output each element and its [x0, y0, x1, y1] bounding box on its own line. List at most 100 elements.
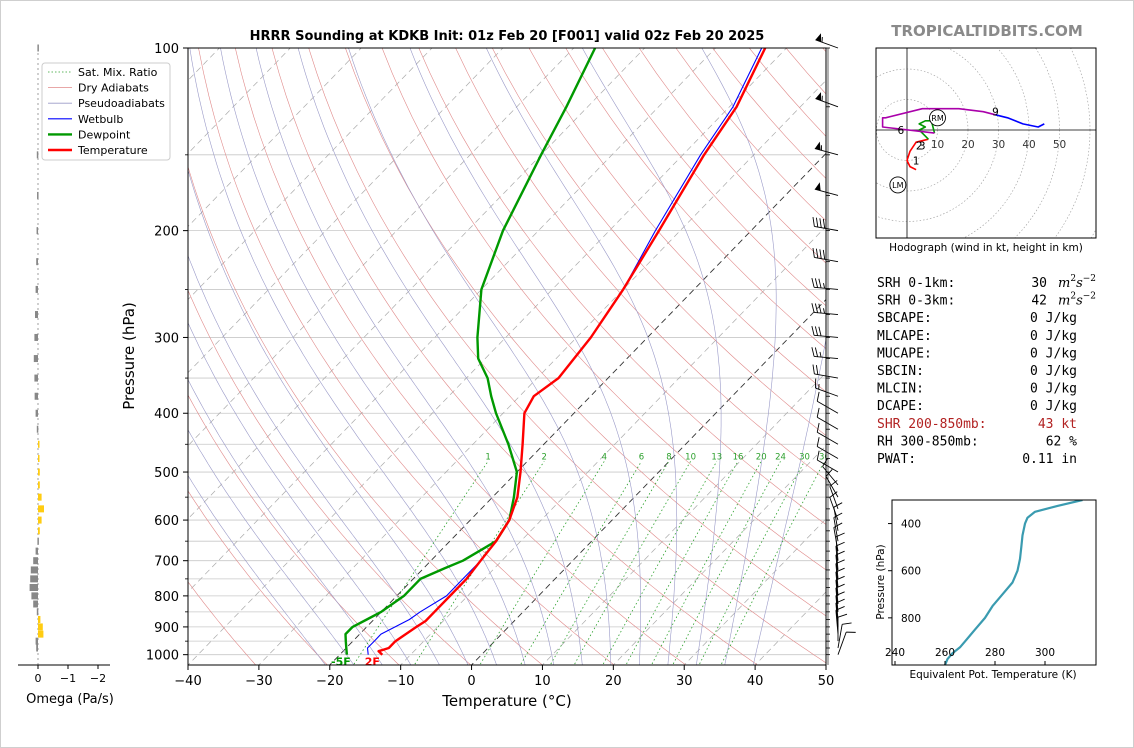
dry-adiabat — [198, 48, 615, 665]
barb-pennant — [815, 33, 822, 42]
pseudoadiabat — [188, 429, 355, 665]
barb-staff — [835, 536, 839, 561]
barb-flag — [811, 347, 815, 357]
wind-barb — [814, 378, 839, 397]
barb-half — [823, 308, 825, 314]
dry-adiabat — [188, 490, 328, 665]
barb-flag — [835, 606, 845, 611]
dry-adiabat — [188, 581, 257, 665]
wind-barb — [816, 450, 839, 473]
barb-half — [821, 36, 823, 43]
barb-flag — [816, 437, 820, 447]
wind-barb — [815, 92, 839, 108]
y-tick-label: 900 — [154, 621, 179, 636]
omega-bar — [35, 547, 38, 555]
barb-pennant — [814, 182, 821, 191]
legend-entry: Sat. Mix. Ratio — [78, 66, 158, 79]
pseudoadiabat — [486, 48, 678, 665]
skewt-frame — [187, 47, 827, 666]
stat-label: MLCAPE: — [877, 329, 932, 344]
theta-e-panel: 240 260 280 300 400 600 800 Equivalent Pot. Te… — [875, 499, 1097, 681]
omega-bar — [38, 516, 42, 524]
omega-bar — [38, 527, 40, 535]
barb-staff — [816, 431, 839, 445]
mixing-ratio-line — [413, 461, 545, 665]
omega-bar — [36, 425, 39, 433]
mixing-ratio-label: 30 — [799, 452, 810, 462]
barb-staff — [829, 486, 839, 510]
stat-unit-mid: s — [1076, 276, 1083, 291]
wind-barb — [835, 532, 845, 561]
mixing-ratio-line — [651, 461, 762, 665]
theta-e-y-tick-label: 800 — [901, 613, 921, 625]
mixing-ratio-label: 10 — [685, 452, 696, 462]
pseudoadiabat — [752, 337, 826, 665]
hodograph-segment — [906, 138, 929, 171]
stat-label: DCAPE: — [877, 399, 924, 414]
mixing-ratio-line — [720, 461, 825, 665]
omega-axis-label: Omega (Pa/s) — [26, 692, 114, 707]
dry-adiabat — [381, 48, 826, 571]
rm-marker — [929, 109, 946, 127]
barb-flag — [835, 575, 845, 581]
barb-flag — [835, 583, 845, 589]
hodograph-height-label: 2 — [916, 140, 923, 152]
hodograph-ring-label: 50 — [1053, 139, 1066, 151]
dewpoint-line — [344, 48, 597, 655]
mixing-ratio-line — [698, 461, 805, 665]
barb-staff — [835, 545, 839, 570]
legend-box — [41, 62, 171, 161]
mixing-ratio-label: 13 — [711, 452, 722, 462]
legend-entry: Dewpoint — [78, 128, 131, 141]
hodograph-ring-label: 30 — [992, 139, 1005, 151]
isotherm — [612, 445, 826, 665]
stat-label: RH 300-850mb: — [877, 434, 979, 449]
pseudoadiabat — [582, 48, 722, 665]
stat-label: SRH 0-1km: — [877, 276, 955, 291]
barb-flag — [822, 249, 826, 260]
omega-bar — [38, 481, 40, 489]
mixing-ratio-label: 4 — [602, 452, 607, 462]
barb-half — [821, 95, 823, 102]
barb-half — [819, 351, 822, 358]
pseudoadiabat — [189, 48, 497, 665]
barb-staff — [833, 517, 839, 542]
stat-label: SHR 200-850mb: — [877, 417, 987, 432]
omega-bar — [38, 630, 44, 638]
mixing-ratio-line — [352, 461, 489, 665]
wind-barb — [825, 468, 839, 498]
stat-value: 0 J/kg — [1030, 311, 1077, 326]
x-tick-label: −30 — [245, 674, 272, 689]
stat-value: 42 — [1031, 294, 1047, 309]
legend: Sat. Mix. Ratio Dry Adiabats Pseudoadiabat… — [41, 62, 171, 161]
barb-flag — [811, 277, 815, 288]
x-tick-label: 10 — [534, 674, 551, 689]
omega-tick-label: −2 — [90, 672, 106, 685]
legend-entry: Pseudoadiabats — [78, 97, 165, 110]
omega-bars — [29, 44, 44, 652]
pseudoadiabat — [220, 48, 526, 665]
stat-value: 0 J/kg — [1030, 329, 1077, 344]
barb-flag — [819, 218, 822, 228]
stat-value: 43 kt — [1038, 417, 1077, 432]
hodograph-ring-label: 10 — [931, 139, 944, 151]
theta-e-x-tick-label: 280 — [985, 647, 1005, 659]
x-tick-label: 40 — [747, 674, 764, 689]
legend-entry: Wetbulb — [78, 113, 123, 126]
dry-adiabat — [602, 48, 826, 307]
omega-bar — [29, 584, 38, 592]
wind-barb — [811, 347, 839, 359]
wind-barb — [816, 422, 839, 445]
mixing-ratio-line — [519, 461, 642, 665]
isotherm — [329, 152, 826, 665]
barb-staff — [837, 624, 843, 649]
barb-flag — [814, 278, 819, 288]
site-watermark: TROPICALTIDBITS.COM — [891, 22, 1083, 40]
omega-bar — [38, 468, 40, 476]
x-tick-label: −20 — [316, 674, 343, 689]
barb-staff — [815, 39, 839, 49]
wind-barb — [812, 248, 839, 263]
stat-unit-exp2: −2 — [1083, 274, 1096, 284]
omega-bar — [33, 355, 38, 363]
